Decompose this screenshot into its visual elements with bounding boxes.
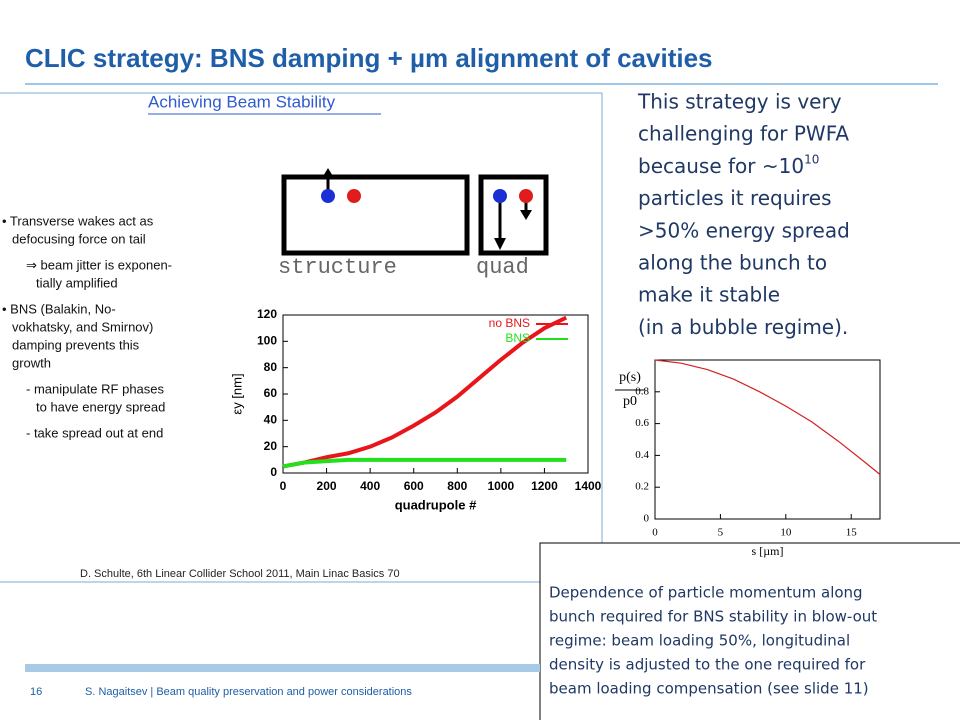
body-line: >50% energy spread [638,218,850,242]
legend-label: no BNS [489,316,530,330]
y-axis-label: εy [nm] [229,373,244,414]
y-tick-label: 0.2 [635,481,649,493]
series-line [654,359,881,475]
inset-heading: Achieving Beam Stability [148,92,336,111]
x-tick-label: 1200 [531,479,558,493]
x-tick-label: 5 [718,527,724,539]
bullet-line: • BNS (Balakin, No- [2,301,116,316]
structure-box [281,174,470,256]
body-line: along the bunch to [638,251,827,275]
x-tick-label: 1000 [488,479,515,493]
bullet-line: tially amplified [36,275,118,290]
bullet-line: - manipulate RF phases [26,381,165,396]
y-tick-label: 100 [257,334,277,348]
footer-bar [25,664,540,672]
y-tick-label: 60 [264,386,278,400]
legend-label: BNS [505,331,530,345]
bullet-line: ⇒ beam jitter is exponen- [26,257,172,272]
x-tick-label: 600 [404,479,424,493]
series-line [282,315,568,469]
arrow-head [322,168,334,178]
x-tick-label: 0 [280,479,287,493]
x-tick-label: 800 [447,479,467,493]
body-line: challenging for PWFA [638,122,849,146]
y-axis-label: p0 [623,394,637,409]
y-tick-label: 0.6 [635,417,649,429]
bullet-line: - take spread out at end [26,425,163,440]
body-line: This strategy is very [637,90,842,114]
y-tick-label: 0.8 [635,385,649,397]
caption-line: density is adjusted to the one required … [549,656,866,674]
bullet-line: growth [12,355,51,370]
body-line: (in a bubble regime). [638,315,848,339]
footer-text: S. Nagaitsev | Beam quality preservation… [85,686,412,698]
y-tick-label: 0 [270,465,277,479]
x-axis-label: s [µm] [752,544,784,558]
quad-box [478,174,549,256]
arrow-head [520,210,532,220]
structure-label: structure [278,255,397,280]
x-tick-label: 1400 [575,479,602,493]
x-tick-label: 200 [317,479,337,493]
body-line: particles it requires [638,186,832,210]
particle [321,189,335,203]
body-line: make it stable [638,283,780,307]
bullet-line: to have energy spread [36,399,165,414]
bullet-line: • Transverse wakes act as [2,213,154,228]
y-axis-label: p(s) [619,370,641,385]
caption-line: Dependence of particle momentum along [549,584,863,602]
series-line [282,457,567,469]
y-tick-label: 0 [644,513,650,525]
arrow-head [494,238,506,250]
x-axis-label: quadrupole # [395,497,477,512]
x-tick-label: 0 [652,527,658,539]
page-number: 16 [30,686,42,698]
caption-line: regime: beam loading 50%, longitudinal [549,632,850,650]
bullet-line: vokhatsky, and Smirnov) [12,319,153,334]
y-tick-label: 20 [264,439,278,453]
credit: D. Schulte, 6th Linear Collider School 2… [80,568,400,580]
y-tick-label: 40 [264,413,278,427]
quad-label: quad [476,255,529,280]
x-tick-label: 10 [780,527,792,539]
caption-line: bunch required for BNS stability in blow… [549,608,877,626]
slide-title: CLIC strategy: BNS damping + µm alignmen… [25,43,713,73]
inset-frame [0,92,603,583]
plot-frame [654,359,881,520]
x-tick-label: 15 [846,527,858,539]
y-tick-label: 120 [257,307,277,321]
body-line: because for ~1010 [638,152,819,178]
bullet-line: defocusing force on tail [12,231,146,246]
particle [347,189,361,203]
y-tick-label: 0.4 [635,449,649,461]
bullet-line: damping prevents this [12,337,140,352]
caption-line: beam loading compensation (see slide 11) [549,680,869,698]
particle [493,189,507,203]
x-tick-label: 400 [360,479,380,493]
y-tick-label: 80 [264,360,278,374]
superscript: 10 [804,152,819,166]
caption-box [539,542,960,720]
particle [519,189,533,203]
